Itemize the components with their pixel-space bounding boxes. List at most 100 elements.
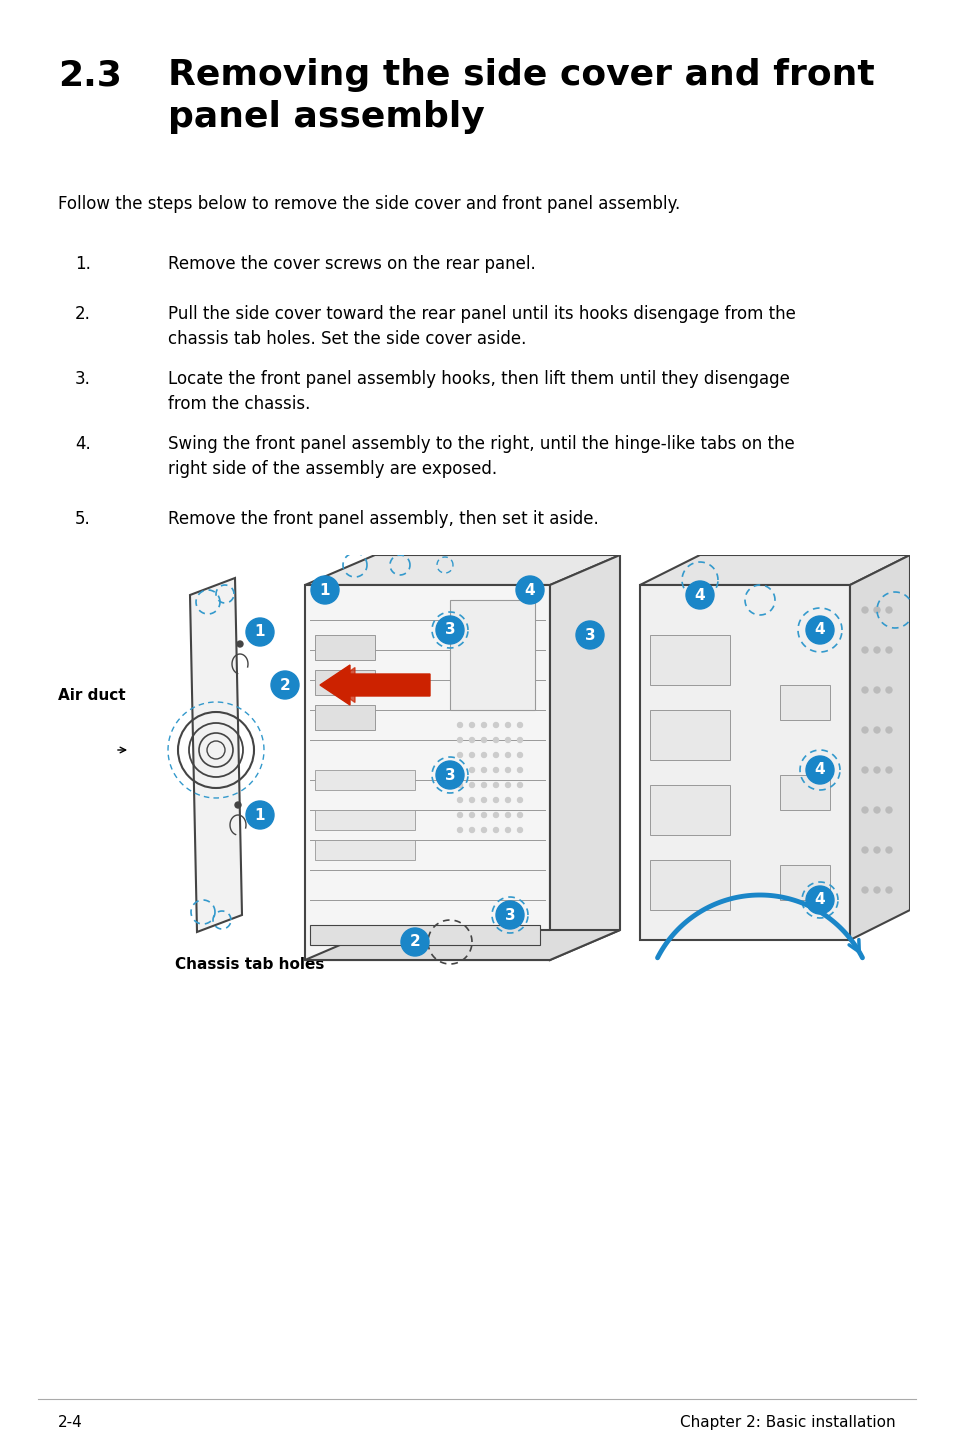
Text: Remove the cover screws on the rear panel.: Remove the cover screws on the rear pane… <box>168 255 536 273</box>
Bar <box>649 636 729 684</box>
Text: 4.: 4. <box>75 436 91 453</box>
Text: Chassis tab holes: Chassis tab holes <box>174 958 324 972</box>
Bar <box>649 860 729 910</box>
Text: Air duct: Air duct <box>58 687 126 703</box>
Circle shape <box>457 782 462 788</box>
Circle shape <box>885 687 891 693</box>
Circle shape <box>457 738 462 742</box>
Circle shape <box>576 621 603 649</box>
Circle shape <box>493 768 498 772</box>
Circle shape <box>862 887 867 893</box>
Circle shape <box>517 752 522 758</box>
Polygon shape <box>305 930 619 961</box>
Text: 2.3: 2.3 <box>58 58 122 92</box>
Circle shape <box>469 782 474 788</box>
Text: Remove the front panel assembly, then set it aside.: Remove the front panel assembly, then se… <box>168 510 598 528</box>
Circle shape <box>685 581 713 610</box>
Circle shape <box>885 647 891 653</box>
Circle shape <box>236 641 243 647</box>
Circle shape <box>496 902 523 929</box>
Circle shape <box>517 768 522 772</box>
Circle shape <box>469 738 474 742</box>
Bar <box>314 769 415 789</box>
Circle shape <box>873 807 879 812</box>
Text: Locate the front panel assembly hooks, then lift them until they disengage
from : Locate the front panel assembly hooks, t… <box>168 370 789 413</box>
Polygon shape <box>550 555 619 961</box>
Circle shape <box>873 687 879 693</box>
Circle shape <box>481 738 486 742</box>
Bar <box>314 810 415 830</box>
Text: 4: 4 <box>694 588 704 603</box>
Circle shape <box>862 807 867 812</box>
Circle shape <box>885 766 891 774</box>
Bar <box>780 775 829 810</box>
FancyArrow shape <box>319 664 430 705</box>
Circle shape <box>481 798 486 802</box>
Circle shape <box>873 887 879 893</box>
Bar <box>780 866 829 900</box>
Circle shape <box>469 722 474 728</box>
Text: 4: 4 <box>814 893 824 907</box>
Bar <box>314 670 375 695</box>
Circle shape <box>862 728 867 733</box>
Polygon shape <box>190 578 242 932</box>
Circle shape <box>505 738 510 742</box>
Circle shape <box>862 766 867 774</box>
Circle shape <box>246 801 274 828</box>
Circle shape <box>481 722 486 728</box>
Polygon shape <box>305 585 550 961</box>
Circle shape <box>873 607 879 613</box>
Circle shape <box>805 886 833 915</box>
Circle shape <box>469 827 474 833</box>
Text: Removing the side cover and front
panel assembly: Removing the side cover and front panel … <box>168 58 874 134</box>
Text: 3: 3 <box>504 907 515 923</box>
Circle shape <box>234 802 241 808</box>
Bar <box>314 636 375 660</box>
Circle shape <box>885 887 891 893</box>
Circle shape <box>885 728 891 733</box>
Polygon shape <box>305 555 619 585</box>
Circle shape <box>457 722 462 728</box>
Circle shape <box>862 847 867 853</box>
Circle shape <box>493 738 498 742</box>
Circle shape <box>723 1009 755 1041</box>
Text: 1: 1 <box>254 624 265 640</box>
Text: Chapter 2: Basic installation: Chapter 2: Basic installation <box>679 1415 895 1429</box>
Circle shape <box>505 752 510 758</box>
Text: 3: 3 <box>444 623 455 637</box>
Bar <box>780 684 829 720</box>
Text: 2: 2 <box>279 677 290 693</box>
Circle shape <box>505 782 510 788</box>
Circle shape <box>481 782 486 788</box>
Circle shape <box>493 752 498 758</box>
Circle shape <box>873 647 879 653</box>
Circle shape <box>469 752 474 758</box>
Circle shape <box>873 847 879 853</box>
Circle shape <box>517 782 522 788</box>
Text: 4: 4 <box>524 582 535 598</box>
Circle shape <box>457 827 462 833</box>
Circle shape <box>436 615 463 644</box>
Circle shape <box>457 798 462 802</box>
Circle shape <box>805 756 833 784</box>
Circle shape <box>457 752 462 758</box>
Circle shape <box>436 761 463 789</box>
Bar <box>314 705 375 731</box>
Text: 3: 3 <box>584 627 595 643</box>
Circle shape <box>469 768 474 772</box>
Circle shape <box>493 722 498 728</box>
Text: 2: 2 <box>409 935 420 949</box>
Circle shape <box>493 782 498 788</box>
Bar <box>310 925 539 945</box>
Text: 5.: 5. <box>75 510 91 528</box>
Circle shape <box>400 928 429 956</box>
Circle shape <box>517 827 522 833</box>
Circle shape <box>457 812 462 817</box>
Circle shape <box>481 768 486 772</box>
Text: 2-4: 2-4 <box>58 1415 83 1429</box>
Circle shape <box>505 812 510 817</box>
Circle shape <box>505 798 510 802</box>
Bar <box>649 785 729 835</box>
Circle shape <box>493 812 498 817</box>
Circle shape <box>457 768 462 772</box>
